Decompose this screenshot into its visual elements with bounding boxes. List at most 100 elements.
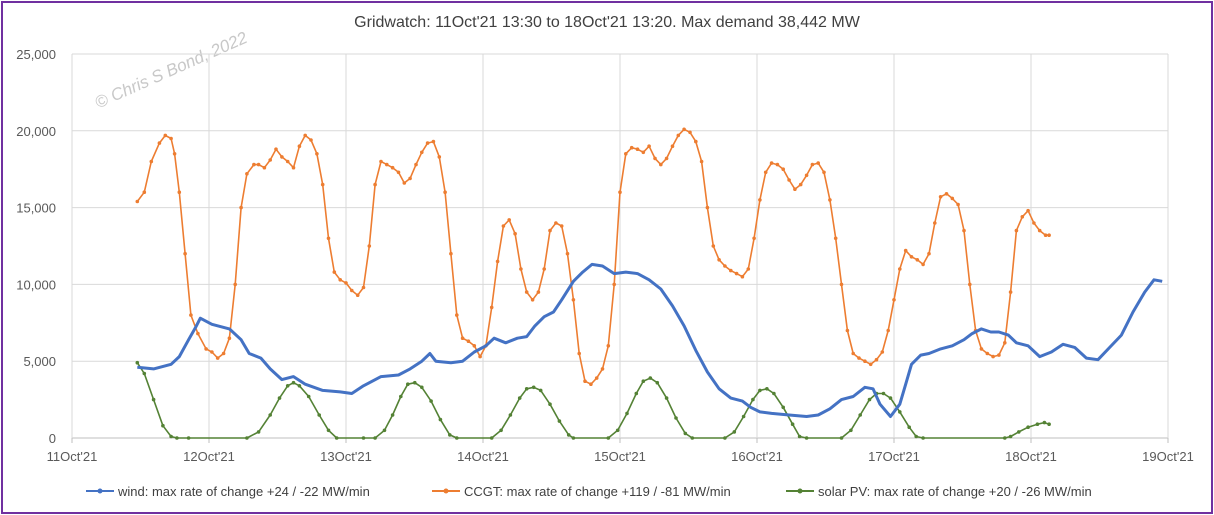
data-point: [772, 391, 776, 396]
data-point: [557, 419, 562, 423]
data-point: [361, 436, 366, 440]
data-point: [858, 413, 862, 417]
data-point: [233, 282, 237, 287]
data-point: [332, 270, 337, 274]
data-point: [548, 228, 552, 233]
data-point: [221, 351, 226, 356]
data-point: [455, 313, 459, 317]
legend-marker: [797, 488, 803, 494]
data-point: [997, 353, 1001, 357]
data-point: [933, 221, 937, 225]
data-point: [344, 281, 348, 285]
data-point: [373, 182, 377, 187]
data-point: [921, 262, 925, 267]
data-point: [379, 159, 383, 164]
data-point: [517, 396, 522, 400]
data-point: [1042, 420, 1047, 425]
data-point: [177, 190, 182, 194]
data-point: [629, 145, 634, 150]
data-point: [245, 436, 249, 440]
data-point: [781, 405, 785, 410]
data-point: [798, 182, 803, 187]
data-point: [674, 416, 678, 420]
data-point: [577, 351, 581, 356]
series-lines: [135, 127, 1163, 440]
data-point: [775, 162, 780, 167]
data-point: [297, 144, 302, 148]
data-point: [857, 356, 861, 360]
data-point: [886, 328, 890, 333]
data-point: [268, 158, 273, 162]
data-point: [921, 436, 925, 440]
data-point: [390, 413, 395, 417]
y-tick-label: 0: [49, 431, 56, 446]
series-solar-pv: [135, 360, 1051, 440]
data-point: [390, 165, 395, 170]
data-point: [326, 428, 331, 433]
data-point: [655, 380, 660, 385]
data-point: [845, 328, 850, 333]
data-point: [690, 436, 695, 440]
data-point: [898, 410, 902, 414]
data-point: [531, 385, 536, 390]
data-point: [915, 258, 920, 262]
data-point: [431, 139, 436, 144]
data-point: [647, 144, 651, 148]
data-point: [455, 436, 459, 440]
data-point: [927, 251, 931, 256]
data-point: [334, 436, 339, 440]
data-point: [907, 425, 911, 430]
data-point: [583, 379, 587, 384]
data-point: [968, 282, 972, 287]
data-point: [880, 350, 885, 354]
data-point: [135, 199, 140, 204]
data-point: [443, 190, 447, 194]
data-point: [705, 205, 710, 210]
data-point: [790, 422, 795, 427]
data-point: [507, 218, 512, 222]
data-point: [594, 376, 599, 380]
data-point: [1003, 341, 1007, 345]
data-point: [256, 430, 261, 434]
data-point: [210, 350, 214, 354]
data-point: [425, 141, 430, 145]
data-point: [227, 336, 232, 341]
data-point: [175, 436, 179, 440]
data-point: [914, 434, 918, 439]
data-point: [277, 396, 282, 400]
data-point: [810, 162, 815, 167]
data-point: [297, 384, 302, 388]
data-point: [338, 278, 343, 282]
data-point: [1032, 221, 1036, 225]
data-point: [670, 144, 675, 148]
data-point: [274, 147, 278, 151]
data-point: [519, 267, 523, 271]
data-point: [449, 251, 453, 256]
data-point: [172, 152, 177, 156]
data-point: [252, 162, 256, 167]
data-point: [758, 198, 762, 202]
data-point: [892, 298, 896, 302]
data-point: [161, 423, 165, 428]
data-point: [606, 344, 611, 348]
data-point: [600, 367, 605, 371]
data-point: [641, 379, 646, 384]
data-point: [1008, 290, 1013, 294]
data-point: [495, 259, 500, 264]
data-point: [751, 397, 755, 402]
data-point: [653, 156, 657, 161]
data-point: [513, 231, 517, 236]
data-point: [682, 127, 686, 132]
data-point: [204, 347, 208, 351]
data-point: [732, 430, 737, 434]
data-point: [142, 190, 147, 194]
legend-item: wind: max rate of change +24 / -22 MW/mi…: [86, 484, 370, 499]
data-point: [729, 268, 733, 273]
legend-marker: [97, 488, 103, 494]
data-point: [361, 285, 366, 290]
data-point: [956, 202, 960, 207]
data-point: [309, 138, 313, 142]
data-point: [367, 244, 372, 248]
legend-label: CCGT: max rate of change +119 / -81 MW/m…: [464, 484, 731, 499]
